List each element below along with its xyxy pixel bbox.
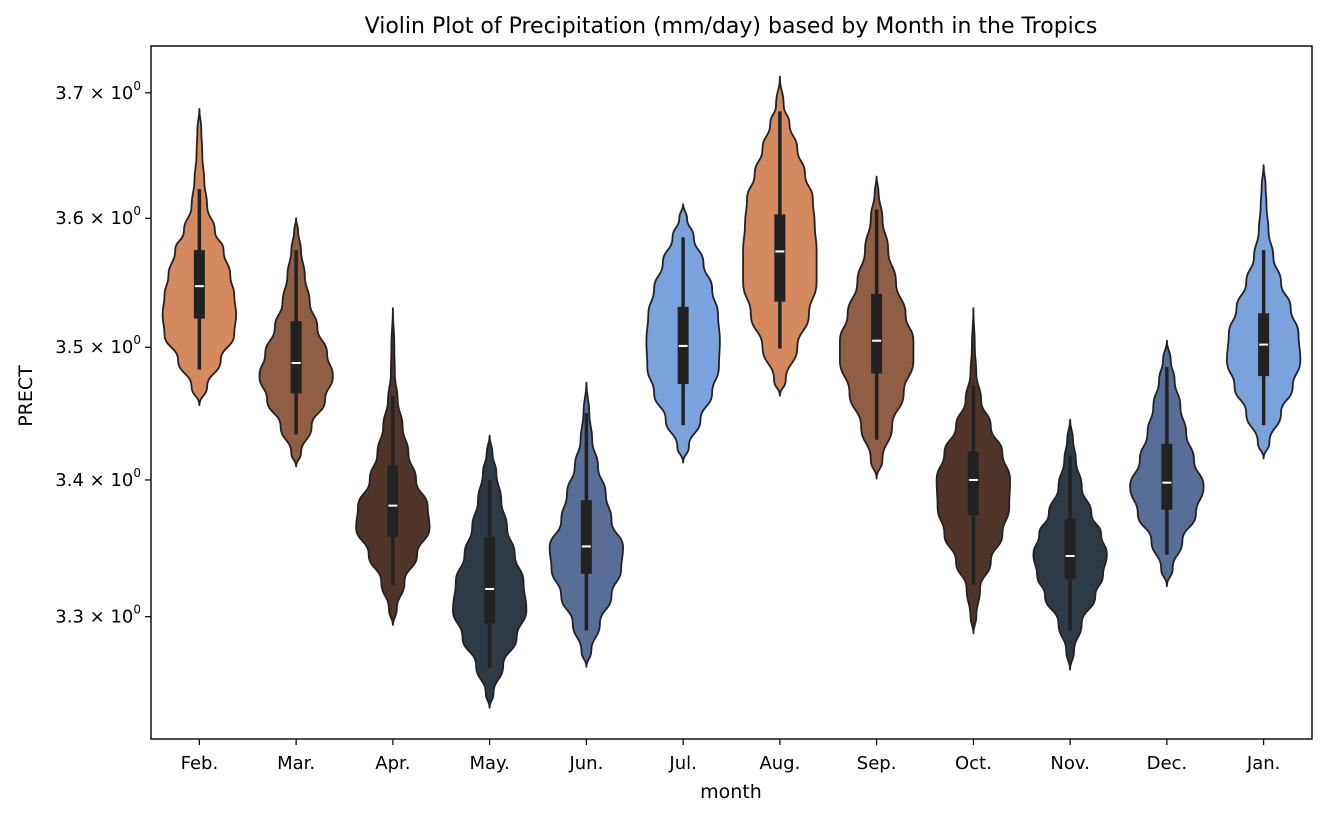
x-tick-label: Sep. <box>857 753 897 774</box>
y-tick-exponent: 0 <box>133 333 141 347</box>
y-tick-mantissa: 3.6 <box>55 208 84 229</box>
violin-iqr-box <box>1161 443 1173 510</box>
x-tick-label: Oct. <box>955 753 992 774</box>
violin-jun <box>548 381 624 668</box>
violin-oct <box>935 307 1011 635</box>
violin-dec <box>1129 339 1205 588</box>
violin-iqr-box <box>1064 519 1076 580</box>
violin-iqr-box <box>484 536 496 624</box>
y-tick-mantissa: 3.4 <box>55 470 84 491</box>
y-tick-label: 3.6 × 100 <box>55 204 141 229</box>
violin-iqr-box <box>967 451 979 516</box>
y-tick-times: × <box>84 470 111 491</box>
y-tick-label: 3.5 × 100 <box>55 333 141 358</box>
y-tick-base: 10 <box>110 208 133 229</box>
y-tick-base: 10 <box>110 470 133 491</box>
violin-may <box>452 434 528 709</box>
y-tick-base: 10 <box>110 337 133 358</box>
x-tick-label: Jun. <box>568 753 603 774</box>
y-tick-exponent: 0 <box>133 466 141 480</box>
violin-iqr-box <box>193 250 205 319</box>
y-tick-times: × <box>84 208 111 229</box>
violin-iqr-box <box>290 321 302 394</box>
x-tick-label: Feb. <box>181 753 219 774</box>
y-tick-exponent: 0 <box>133 204 141 218</box>
x-tick-label: Dec. <box>1147 753 1188 774</box>
y-tick-base: 10 <box>110 607 133 628</box>
y-tick-label: 3.4 × 100 <box>55 466 141 491</box>
violin-feb <box>161 108 237 407</box>
violin-jul <box>645 203 721 464</box>
y-tick-exponent: 0 <box>133 79 141 93</box>
y-tick-label: 3.7 × 100 <box>55 79 141 104</box>
chart-title: Violin Plot of Precipitation (mm/day) ba… <box>365 14 1098 39</box>
y-tick-times: × <box>84 337 111 358</box>
violin-apr <box>355 307 431 626</box>
x-tick-label: Jul. <box>668 753 696 774</box>
violins-layer <box>161 75 1302 709</box>
y-tick-mantissa: 3.5 <box>55 337 84 358</box>
plot-frame <box>150 45 1313 740</box>
y-tick-mantissa: 3.7 <box>55 83 84 104</box>
violin-nov <box>1032 418 1108 671</box>
x-tick-label: Jan. <box>1246 753 1280 774</box>
y-tick-times: × <box>84 83 111 104</box>
violin-aug <box>742 75 818 397</box>
violin-sep <box>838 175 915 480</box>
x-axis-ticks: Feb. Mar. Apr. May. Jun. Jul. Aug. Sep. Oct. Nov.… <box>181 739 1280 774</box>
x-tick-label: Aug. <box>759 753 800 774</box>
y-axis-label: PRECT <box>15 365 37 427</box>
y-tick-base: 10 <box>110 83 133 104</box>
x-axis-label: month <box>700 781 762 803</box>
y-tick-times: × <box>84 607 111 628</box>
y-tick-exponent: 0 <box>133 603 141 617</box>
x-tick-label: Nov. <box>1050 753 1089 774</box>
x-tick-label: Apr. <box>375 753 410 774</box>
x-tick-label: Mar. <box>277 753 315 774</box>
violin-iqr-box <box>871 293 883 374</box>
x-tick-label: May. <box>469 753 509 774</box>
violin-iqr-box <box>774 214 786 302</box>
violin-mar <box>258 217 334 468</box>
y-tick-label: 3.3 × 100 <box>55 603 141 628</box>
violin-iqr-box <box>387 465 399 537</box>
violin-iqr-box <box>580 500 592 574</box>
y-tick-mantissa: 3.3 <box>55 607 84 628</box>
violin-jan <box>1226 164 1302 460</box>
